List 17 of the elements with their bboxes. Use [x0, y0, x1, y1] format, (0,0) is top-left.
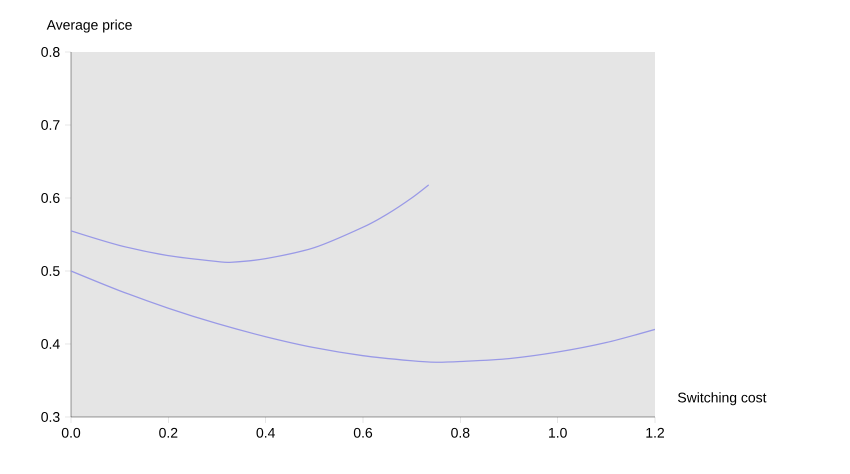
x-tick-label: 0.4: [256, 428, 275, 438]
y-tick-label: 0.7: [41, 120, 60, 130]
y-tick-label: 0.3: [41, 412, 60, 422]
x-tick-label: 1.2: [646, 428, 664, 438]
x-tick-label: 0.2: [159, 428, 178, 438]
y-tick-label: 0.8: [41, 47, 60, 57]
x-tick-label: 0.8: [451, 428, 470, 438]
y-axis-title: Average price: [46, 20, 132, 33]
y-tick-label: 0.6: [41, 193, 60, 203]
x-axis-title: Switching cost: [678, 392, 766, 406]
line-series: [71, 184, 430, 264]
x-tick-label: 0.6: [354, 428, 372, 438]
line-series: [71, 270, 656, 363]
x-tick-label: 0.0: [62, 428, 80, 438]
x-tick-label: 1.0: [549, 428, 567, 438]
y-tick-label: 0.4: [41, 339, 60, 349]
y-tick-label: 0.5: [41, 266, 60, 276]
